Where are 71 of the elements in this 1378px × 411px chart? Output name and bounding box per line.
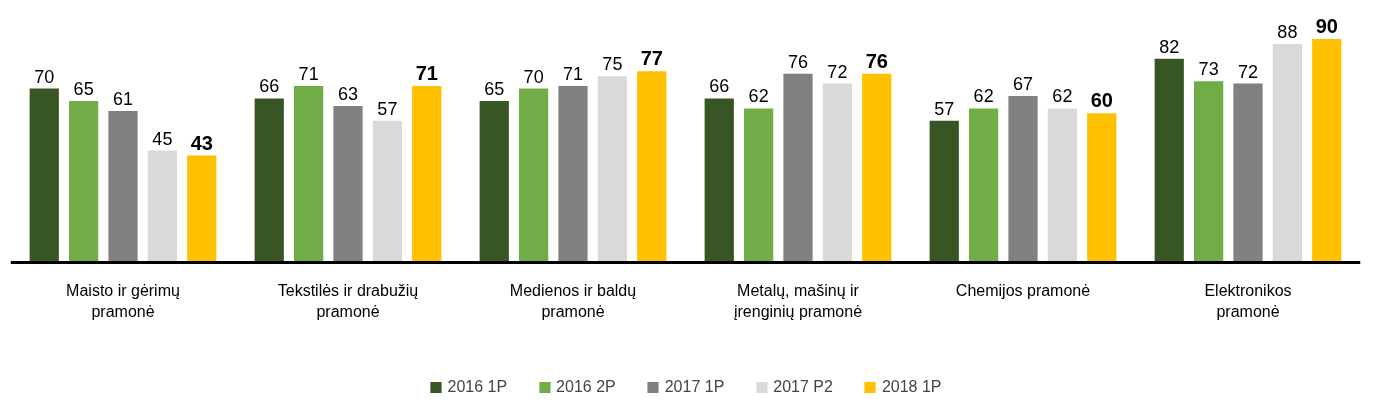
bar <box>969 108 999 263</box>
bar <box>187 155 217 263</box>
data-label: 76 <box>787 51 809 72</box>
data-label: 67 <box>1012 74 1034 95</box>
x-tick-label: Chemijos pramonė <box>955 282 1091 300</box>
bar <box>929 120 959 263</box>
bar <box>147 150 177 263</box>
bar <box>1272 43 1302 263</box>
data-label: 71 <box>415 62 438 85</box>
legend-label: 2016 2P <box>556 378 616 396</box>
data-label: 90 <box>1315 14 1338 37</box>
bar <box>783 73 813 263</box>
bar <box>69 100 99 263</box>
data-label: 62 <box>1052 86 1073 107</box>
x-tick-label: Elektronikos pramonė <box>1204 282 1292 320</box>
data-label: 57 <box>377 98 398 119</box>
bar <box>479 100 509 263</box>
data-label: 70 <box>523 66 544 87</box>
x-tick-label: Tekstilės ir drabužių pramonė <box>277 282 419 320</box>
data-label: 57 <box>934 98 955 119</box>
x-tick-label: Maisto ir gėrimų pramonė <box>66 282 180 320</box>
data-label: 71 <box>562 64 584 85</box>
data-label: 82 <box>1159 36 1180 57</box>
bar <box>1233 83 1263 263</box>
data-label: 65 <box>484 78 505 99</box>
data-label: 65 <box>73 78 94 99</box>
data-label: 72 <box>1237 61 1259 82</box>
bar <box>29 88 59 263</box>
bar <box>519 88 549 263</box>
data-label: 72 <box>827 61 848 82</box>
x-tick-label: Metalų, mašinų ir įrenginių pramonė <box>733 282 863 320</box>
legend-label: 2018 1P <box>881 378 942 396</box>
bar <box>744 108 774 263</box>
bar <box>637 71 667 263</box>
x-tick-label: Medienos ir baldų pramonė <box>509 282 637 320</box>
data-label: 73 <box>1198 59 1219 80</box>
data-label: 61 <box>112 88 134 109</box>
bar <box>412 86 442 263</box>
data-label: 71 <box>298 64 319 85</box>
data-label: 62 <box>973 86 994 107</box>
bar <box>333 105 363 263</box>
bar <box>862 73 892 263</box>
bar <box>1047 108 1077 263</box>
data-label: 76 <box>865 49 888 72</box>
data-label: 43 <box>190 131 213 154</box>
legend-label: 2017 P2 <box>773 378 833 396</box>
data-label: 66 <box>259 76 280 97</box>
data-label: 70 <box>34 66 55 87</box>
data-label: 66 <box>709 76 730 97</box>
legend-label: 2016 1P <box>447 378 508 396</box>
data-label: 62 <box>748 86 769 107</box>
bar <box>1194 81 1224 263</box>
bar <box>1312 38 1342 263</box>
bar <box>822 83 852 263</box>
data-label: 60 <box>1090 89 1113 112</box>
bar <box>108 110 138 263</box>
bar <box>704 98 734 263</box>
data-label: 75 <box>602 54 623 75</box>
bar <box>1154 58 1184 263</box>
bar <box>597 76 627 263</box>
data-label: 88 <box>1277 21 1298 42</box>
bar <box>372 120 402 263</box>
bar <box>1087 113 1117 263</box>
bar <box>558 86 588 263</box>
bar <box>1008 96 1038 263</box>
bar <box>294 86 324 263</box>
legend-label: 2017 1P <box>664 378 725 396</box>
data-label: 63 <box>337 83 359 104</box>
data-label: 77 <box>640 47 663 70</box>
data-label: 45 <box>152 128 173 149</box>
bar <box>254 98 284 263</box>
